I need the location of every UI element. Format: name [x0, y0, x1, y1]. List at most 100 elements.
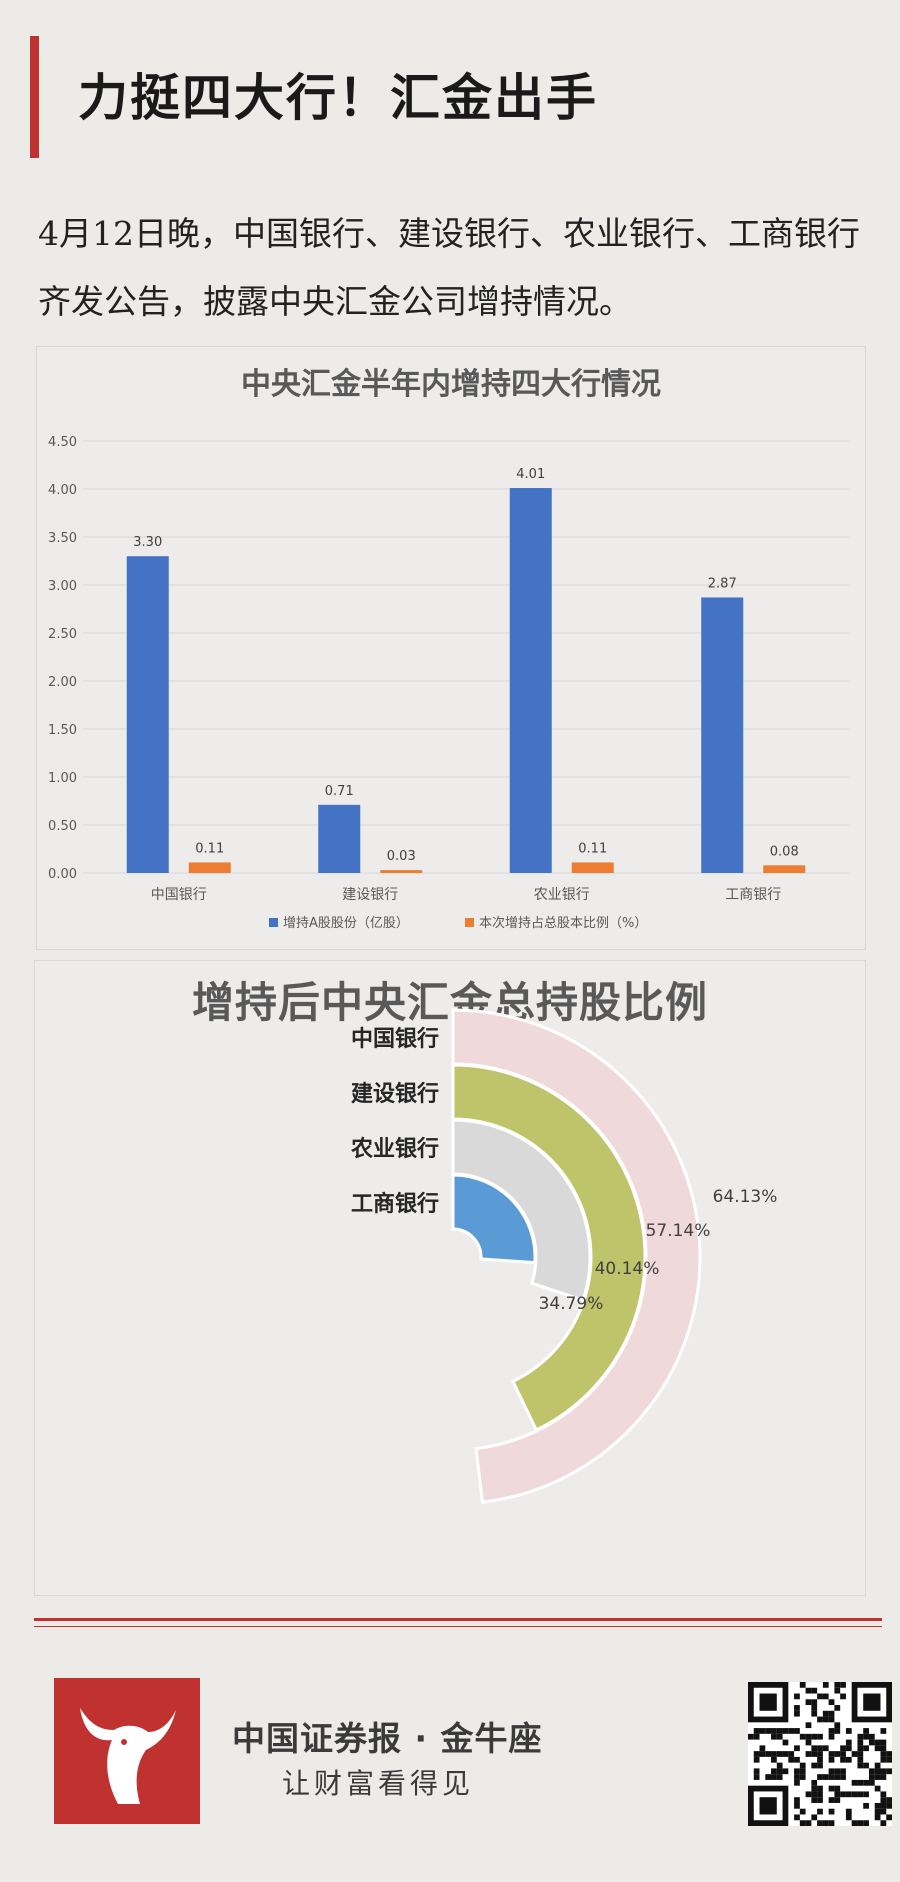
qr-module	[828, 1699, 835, 1706]
data-label: 64.13%	[713, 1187, 778, 1207]
category-label: 建设银行	[351, 1081, 439, 1107]
qr-module	[776, 1768, 783, 1775]
qr-module	[857, 1820, 864, 1826]
y-tick-label: 4.50	[48, 435, 77, 450]
qr-module	[759, 1745, 766, 1752]
qr-module	[794, 1768, 800, 1775]
qr-code-icon	[748, 1682, 892, 1826]
qr-module	[863, 1762, 869, 1769]
qr-module	[805, 1699, 812, 1706]
qr-module	[863, 1791, 869, 1798]
qr-module	[794, 1693, 800, 1700]
qr-module	[753, 1733, 760, 1740]
qr-module	[880, 1791, 887, 1798]
footer-divider	[34, 1618, 882, 1621]
qr-module	[868, 1774, 875, 1780]
bar	[571, 862, 614, 873]
qr-module	[822, 1710, 829, 1717]
bar	[701, 597, 744, 873]
qr-module	[868, 1733, 875, 1740]
qr-module	[857, 1739, 864, 1746]
qr-module	[811, 1791, 818, 1798]
x-tick-label: 建设银行	[342, 887, 398, 903]
qr-module	[828, 1756, 835, 1763]
qr-module	[880, 1808, 887, 1815]
qr-module	[799, 1808, 806, 1815]
qr-module	[874, 1785, 881, 1792]
qr-module	[794, 1774, 800, 1780]
qr-module	[828, 1716, 835, 1723]
qr-module	[868, 1768, 875, 1775]
qr-module	[886, 1768, 892, 1775]
qr-module	[771, 1768, 777, 1775]
qr-module	[811, 1705, 818, 1711]
qr-module	[828, 1768, 835, 1775]
qr-module	[811, 1797, 818, 1803]
qr-module	[880, 1768, 887, 1775]
qr-code[interactable]	[748, 1682, 892, 1826]
y-tick-label: 2.50	[48, 627, 77, 642]
qr-module	[817, 1716, 823, 1723]
qr-module	[834, 1791, 841, 1798]
qr-module	[886, 1814, 892, 1821]
y-tick-label: 3.50	[48, 531, 77, 546]
qr-module	[794, 1779, 800, 1786]
qr-module	[874, 1739, 881, 1746]
data-label: 3.30	[133, 535, 162, 550]
bar	[380, 870, 423, 873]
qr-module	[845, 1808, 852, 1815]
qr-module	[771, 1774, 777, 1780]
qr-module	[868, 1779, 875, 1786]
qr-module	[845, 1739, 852, 1746]
qr-module	[874, 1745, 881, 1752]
bull-icon	[80, 1708, 176, 1804]
qr-module	[857, 1762, 864, 1769]
qr-module	[851, 1751, 858, 1757]
qr-module	[782, 1728, 789, 1734]
qr-module	[828, 1820, 835, 1826]
qr-module	[880, 1739, 887, 1746]
data-label: 0.71	[325, 784, 354, 799]
qr-module	[834, 1728, 841, 1734]
data-label: 40.14%	[595, 1259, 660, 1279]
qr-module	[811, 1699, 818, 1706]
qr-module	[840, 1745, 846, 1752]
qr-module	[857, 1751, 864, 1757]
qr-module	[834, 1785, 841, 1792]
qr-module	[788, 1728, 795, 1734]
qr-module	[874, 1774, 881, 1780]
data-label: 34.79%	[539, 1294, 604, 1314]
qr-module	[765, 1751, 772, 1757]
qr-module	[805, 1791, 812, 1798]
category-label: 农业银行	[350, 1136, 439, 1162]
brand-name: 中国证券报 · 金牛座	[232, 1719, 543, 1758]
y-tick-label: 2.00	[48, 675, 77, 690]
x-tick-label: 农业银行	[534, 887, 590, 903]
qr-module	[817, 1785, 823, 1792]
legend-label: 增持A股股份（亿股）	[283, 916, 409, 931]
qr-module	[753, 1756, 760, 1763]
bull-logo	[54, 1678, 200, 1824]
qr-module	[863, 1733, 869, 1740]
qr-module	[880, 1745, 887, 1752]
y-tick-label: 3.00	[48, 579, 77, 594]
qr-module	[845, 1745, 852, 1752]
qr-module	[874, 1808, 881, 1815]
qr-module	[834, 1797, 841, 1803]
qr-module	[851, 1791, 858, 1798]
radial-chart-panel: 增持后中央汇金总持股比例 中国银行 建设银行 农业银行 工商银行 64.13% 57.14…	[34, 960, 866, 1596]
qr-module	[886, 1797, 892, 1803]
qr-module	[811, 1733, 818, 1740]
qr-module	[805, 1687, 812, 1694]
qr-module	[834, 1682, 841, 1688]
qr-module	[863, 1779, 869, 1786]
qr-module	[863, 1728, 869, 1734]
qr-module	[817, 1762, 823, 1769]
category-label: 工商银行	[351, 1191, 439, 1217]
qr-module	[880, 1774, 887, 1780]
category-label: 中国银行	[351, 1026, 439, 1052]
qr-module	[782, 1739, 789, 1746]
qr-module	[840, 1756, 846, 1763]
intro-paragraph: 4月12日晚，中国银行、建设银行、农业银行、工商银行齐发公告，披露中央汇金公司增…	[38, 214, 860, 321]
